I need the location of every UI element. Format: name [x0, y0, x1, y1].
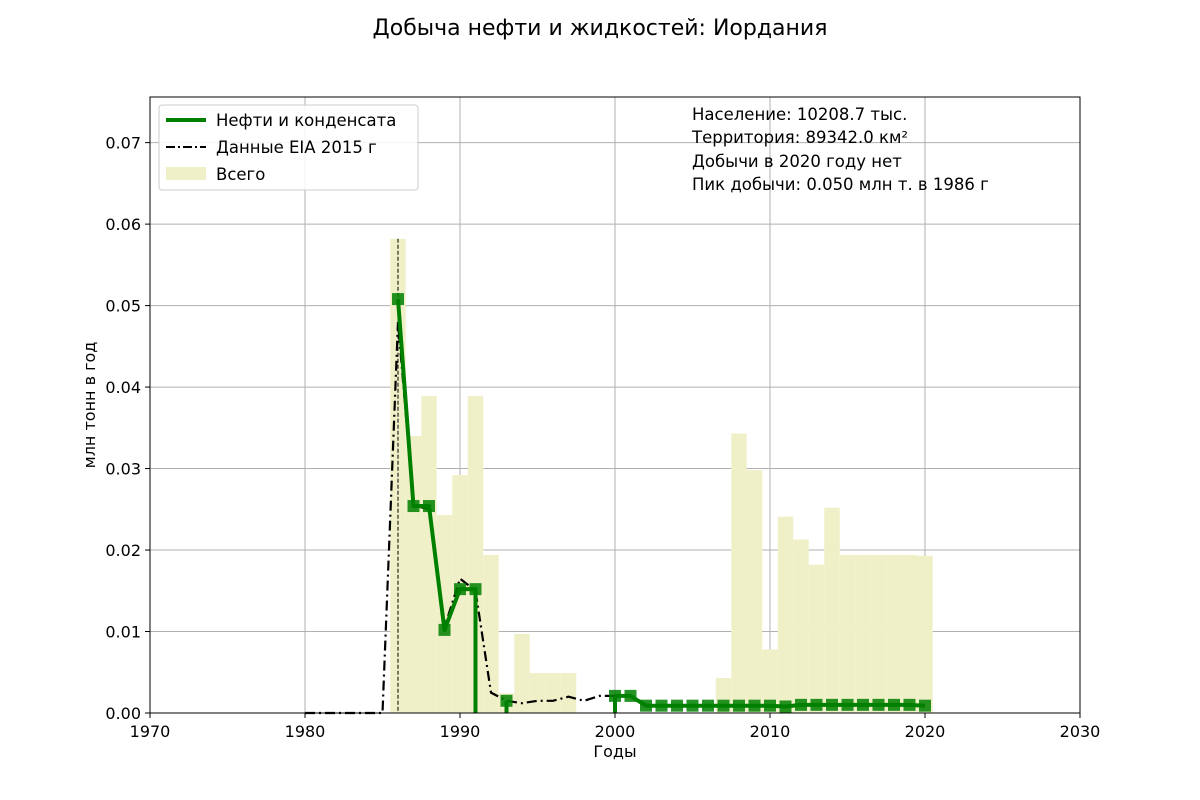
total-bar: [808, 564, 825, 713]
chart-title: Добыча нефти и жидкостей: Иордания: [373, 16, 828, 41]
legend-label-total: Всего: [216, 165, 265, 184]
oil-marker: [624, 689, 637, 702]
total-bar: [824, 507, 840, 713]
legend-label-oil: Нефти и конденсата: [216, 111, 396, 130]
total-bar: [901, 554, 918, 713]
oil-marker: [702, 699, 714, 712]
info-territory: Территория: 89342.0 км²: [691, 128, 908, 147]
total-bar: [560, 673, 577, 713]
oil-marker: [392, 293, 404, 306]
x-axis-label: Годы: [593, 742, 636, 761]
x-tick-label: 2020: [905, 722, 946, 741]
total-bar: [746, 470, 763, 713]
y-tick-label: 0.06: [105, 215, 141, 234]
oil-marker: [903, 698, 916, 711]
total-bar: [405, 435, 422, 713]
oil-marker: [500, 694, 513, 707]
info-no-production: Добычи в 2020 году нет: [692, 152, 902, 171]
oil-marker: [810, 698, 823, 711]
oil-marker: [841, 698, 854, 711]
info-population: Население: 10208.7 тыс.: [692, 105, 907, 124]
oil-marker: [423, 500, 435, 513]
total-bar: [839, 554, 856, 713]
total-bar: [529, 673, 546, 713]
oil-marker: [469, 583, 482, 596]
y-tick-label: 0.01: [105, 623, 141, 642]
total-bar: [870, 554, 887, 713]
total-bar: [483, 554, 499, 713]
x-tick-label: 2010: [750, 722, 791, 741]
y-tick-label: 0.07: [105, 134, 141, 153]
total-bar: [762, 649, 778, 713]
total-bar: [917, 555, 933, 713]
legend-box: [158, 104, 419, 191]
y-tick-label: 0.04: [105, 378, 141, 397]
x-tick-label: 2000: [595, 722, 636, 741]
total-bar: [421, 396, 437, 713]
oil-marker: [764, 699, 776, 712]
oil-marker: [655, 699, 668, 712]
oil-marker: [686, 699, 699, 712]
x-tick-label: 1990: [440, 722, 481, 741]
oil-marker: [717, 699, 730, 712]
oil-marker: [733, 699, 745, 712]
oil-marker: [872, 698, 885, 711]
total-bar: [793, 539, 809, 713]
legend-label-eia: Данные EIA 2015 г: [216, 138, 377, 157]
total-bar: [467, 396, 484, 713]
oil-marker: [454, 583, 466, 596]
oil-marker: [407, 500, 420, 513]
total-bar: [777, 516, 794, 713]
y-axis-label: млн тонн в год: [80, 342, 99, 469]
info-block: Население: 10208.7 тыс. Территория: 8934…: [691, 105, 989, 194]
oil-marker: [779, 700, 792, 713]
oil-marker: [671, 699, 683, 712]
legend: Нефти и конденсата Данные EIA 2015 г Все…: [158, 104, 419, 191]
oil-marker: [748, 699, 761, 712]
y-tick-label: 0.00: [105, 704, 141, 723]
oil-marker: [826, 698, 838, 711]
x-tick-label: 1980: [285, 722, 326, 741]
series-lines: [305, 293, 931, 715]
y-tick-label: 0.02: [105, 541, 141, 560]
oil-marker: [609, 689, 621, 702]
total-bar: [886, 554, 902, 713]
oil-marker: [795, 698, 807, 711]
oil-marker: [640, 699, 652, 712]
y-tick-label: 0.05: [105, 297, 141, 316]
x-tick-label: 2030: [1060, 722, 1101, 741]
oil-marker: [857, 698, 869, 711]
total-bars: [390, 238, 933, 713]
x-tick-label: 1970: [130, 722, 171, 741]
total-bar: [855, 554, 871, 713]
total-bar: [545, 673, 561, 713]
oil-marker: [438, 623, 451, 636]
legend-swatch-total: [166, 167, 206, 180]
oil-marker: [888, 698, 900, 711]
total-bar: [731, 433, 747, 713]
y-tick-label: 0.03: [105, 460, 141, 479]
info-peak: Пик добычи: 0.050 млн т. в 1986 г: [692, 175, 989, 194]
total-bar: [514, 633, 530, 713]
oil-marker: [919, 699, 931, 712]
axis-ticks: 1970 1980 1990 2000 2010 2020 2030 0.00 0.01 0.02…: [105, 134, 1100, 741]
